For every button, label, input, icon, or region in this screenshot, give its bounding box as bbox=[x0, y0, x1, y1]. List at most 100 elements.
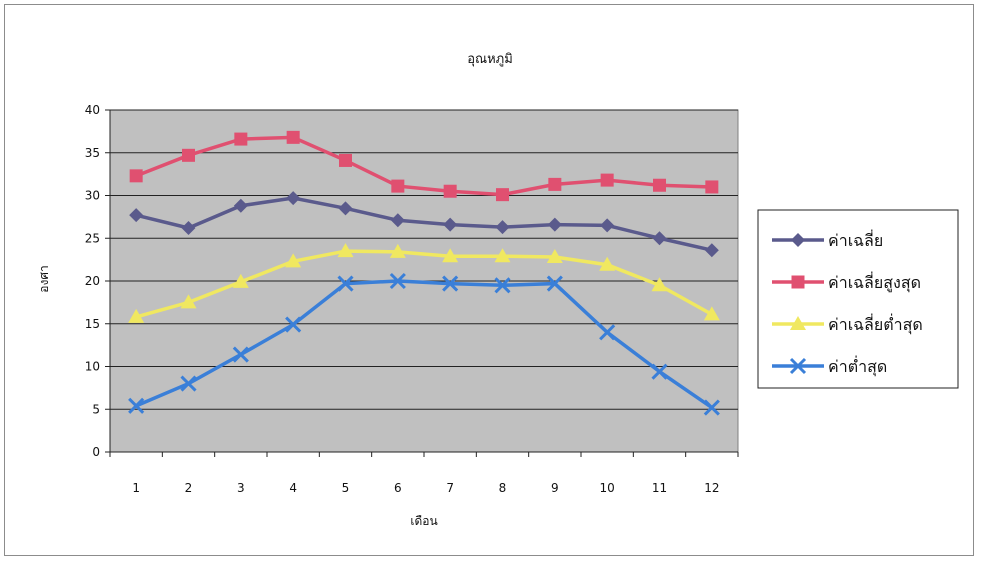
y-tick-label: 0 bbox=[92, 445, 100, 459]
series-3-point bbox=[599, 256, 616, 271]
series-1-point bbox=[652, 231, 667, 246]
series-3-point bbox=[337, 243, 354, 258]
legend-item-2: ค่าเฉลี่ยสูงสุด bbox=[772, 271, 921, 293]
series-4-line bbox=[135, 279, 713, 409]
series-2-point bbox=[286, 130, 300, 144]
series-2-point bbox=[391, 179, 405, 193]
y-tick-label: 30 bbox=[85, 189, 100, 203]
series-4-point bbox=[389, 272, 406, 290]
series-1-point bbox=[181, 220, 196, 235]
series-4-point-stroke-b bbox=[599, 324, 616, 341]
y-tick-label: 40 bbox=[85, 103, 100, 117]
legend-marker bbox=[791, 275, 805, 289]
y-tick-label: 20 bbox=[85, 274, 100, 288]
series-4-point bbox=[651, 363, 668, 380]
series-1 bbox=[129, 191, 719, 258]
series-2-point bbox=[234, 132, 248, 146]
series-3-point bbox=[285, 253, 302, 268]
series-1-point bbox=[547, 217, 562, 232]
series-1-point bbox=[338, 201, 353, 216]
series-2-point bbox=[705, 180, 719, 194]
series-4-point bbox=[442, 275, 459, 292]
series-4-point-stroke-b bbox=[494, 277, 511, 294]
y-tick-label: 10 bbox=[85, 360, 100, 374]
series-2-point bbox=[600, 173, 614, 187]
y-tick-label: 35 bbox=[85, 146, 100, 160]
legend-marker-stroke-b bbox=[789, 357, 807, 375]
series-1-point bbox=[600, 218, 615, 233]
series-4-point-stroke-b bbox=[651, 363, 668, 380]
x-tick-label: 6 bbox=[394, 481, 402, 495]
y-axis-title: องศา bbox=[37, 265, 51, 292]
series-2-point bbox=[653, 178, 666, 192]
series-4-point bbox=[180, 375, 197, 392]
series-4-point-stroke-b bbox=[285, 316, 302, 333]
legend-item-3: ค่าเฉลี่ยต่ำสุด bbox=[772, 313, 923, 335]
series-4-point bbox=[285, 316, 302, 333]
legend-marker bbox=[789, 357, 807, 375]
series-2-point bbox=[443, 184, 457, 198]
series-1-line bbox=[135, 196, 713, 252]
series-3-point bbox=[128, 308, 145, 323]
series-4-point bbox=[599, 324, 616, 341]
y-tick-label: 15 bbox=[85, 317, 100, 331]
legend-label: ค่าเฉลี่ยสูงสุด bbox=[828, 271, 921, 293]
series-3-point bbox=[180, 294, 197, 309]
y-tick-label: 25 bbox=[85, 231, 100, 245]
legend-marker bbox=[791, 233, 805, 247]
series-3-point bbox=[494, 248, 511, 263]
x-tick-label: 10 bbox=[600, 481, 615, 495]
legend-item-4: ค่าต่ำสุด bbox=[772, 355, 887, 377]
x-tick-label: 3 bbox=[237, 481, 245, 495]
series-4-point-stroke-b bbox=[128, 397, 145, 414]
series-1-point bbox=[286, 191, 301, 206]
series-1-point bbox=[390, 213, 405, 228]
series-3 bbox=[128, 243, 720, 323]
series-4-point bbox=[494, 277, 511, 294]
x-tick-label: 7 bbox=[446, 481, 454, 495]
legend-marker bbox=[790, 316, 806, 330]
series-3-point bbox=[389, 243, 406, 258]
x-tick-label: 9 bbox=[551, 481, 559, 495]
legend-item-1: ค่าเฉลี่ย bbox=[772, 229, 883, 250]
series-2-point bbox=[548, 177, 562, 191]
legend-label: ค่าเฉลี่ยต่ำสุด bbox=[828, 313, 923, 335]
series-1-point bbox=[129, 208, 144, 223]
y-tick-label: 5 bbox=[92, 402, 100, 416]
legend-label: ค่าต่ำสุด bbox=[828, 355, 887, 377]
series-3-line bbox=[135, 249, 713, 319]
series-4 bbox=[128, 272, 720, 416]
series-2-point bbox=[496, 188, 509, 202]
series-4-point-stroke-b bbox=[703, 399, 720, 416]
series-4-point-stroke-b bbox=[337, 275, 354, 292]
series-4-point bbox=[546, 275, 563, 292]
series-2-point bbox=[339, 153, 352, 167]
series-2 bbox=[129, 130, 719, 202]
series-3-point bbox=[651, 277, 668, 292]
x-tick-label: 8 bbox=[499, 481, 507, 495]
series-1-point bbox=[443, 217, 458, 232]
series-4-point bbox=[232, 346, 249, 363]
series-2-line bbox=[135, 135, 712, 197]
series-3-point bbox=[546, 249, 563, 264]
x-tick-label: 12 bbox=[704, 481, 719, 495]
series-3-point bbox=[232, 273, 249, 288]
series-4-point-stroke-b bbox=[442, 275, 459, 292]
x-tick-label: 11 bbox=[652, 481, 667, 495]
x-tick-label: 1 bbox=[132, 481, 140, 495]
series-4-point-stroke-b bbox=[546, 275, 563, 292]
series-2-point bbox=[182, 148, 195, 162]
series-2-point bbox=[129, 169, 143, 183]
series-4-point-stroke-b bbox=[232, 346, 249, 363]
series-3-point bbox=[703, 306, 720, 321]
series-3-point bbox=[442, 248, 459, 263]
series-1-point bbox=[704, 243, 719, 258]
series-4-point bbox=[337, 275, 354, 292]
series-4-point bbox=[128, 397, 145, 414]
legend-label: ค่าเฉลี่ย bbox=[828, 229, 883, 250]
series-1-point bbox=[233, 198, 248, 213]
chart-title: อุณหภูมิ bbox=[467, 52, 513, 67]
series-4-point-stroke-b bbox=[389, 272, 406, 290]
